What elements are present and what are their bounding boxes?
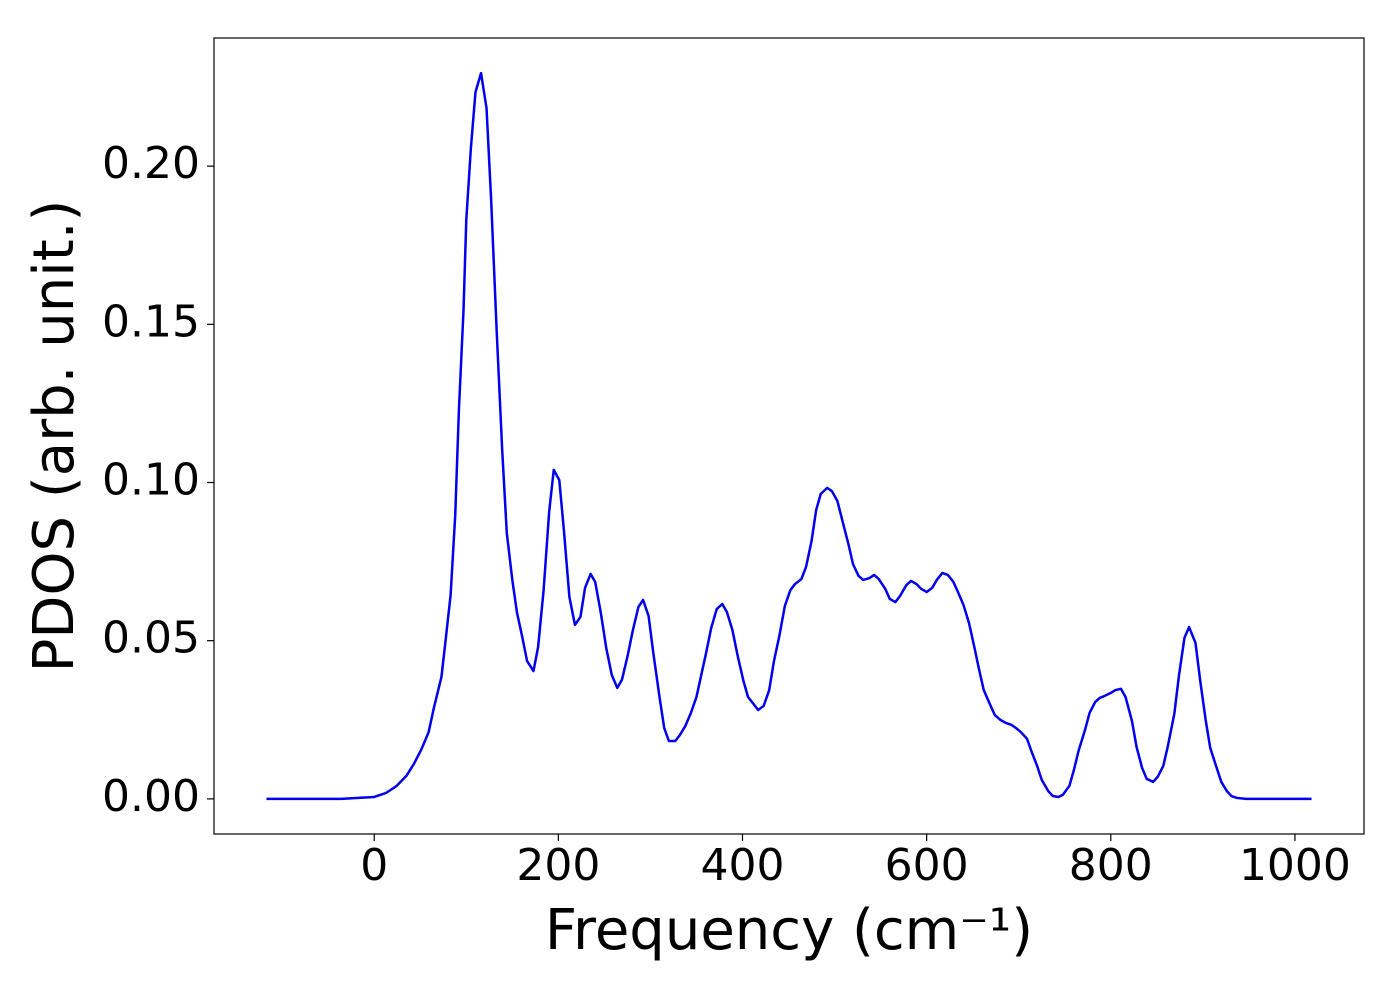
- y-tick-label: 0.00: [102, 771, 200, 822]
- x-tick-label: 0: [360, 840, 388, 891]
- y-tick-label: 0.15: [102, 296, 200, 347]
- line-series: [266, 71, 1312, 801]
- y-tick-label: 0.20: [102, 138, 200, 189]
- plot-frame: [213, 37, 1365, 835]
- x-tick-label: 1000: [1239, 840, 1351, 891]
- x-axis-label: Frequency (cm⁻¹): [545, 898, 1033, 963]
- x-tick-label: 400: [701, 840, 785, 891]
- x-tick-label: 800: [1069, 840, 1153, 891]
- x-tick-label: 200: [516, 840, 600, 891]
- y-tick-label: 0.10: [102, 455, 200, 506]
- y-axis-label: PDOS (arb. unit.): [22, 200, 87, 673]
- x-tick-label: 600: [885, 840, 969, 891]
- y-tick-label: 0.05: [102, 613, 200, 664]
